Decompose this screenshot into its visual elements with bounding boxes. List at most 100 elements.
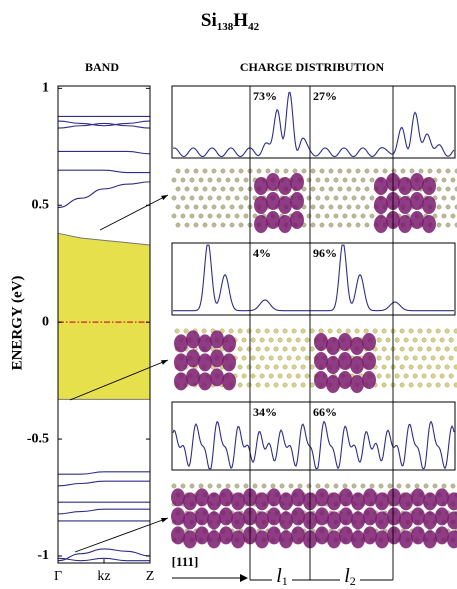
atom — [310, 168, 316, 174]
atom — [441, 483, 447, 489]
atom — [336, 328, 342, 334]
atom — [445, 186, 451, 192]
charge-blob — [219, 507, 233, 526]
atom — [264, 328, 270, 334]
segment-label: l2 — [344, 565, 356, 588]
atom — [234, 177, 240, 183]
atom — [229, 168, 235, 174]
atom — [412, 337, 418, 343]
atom — [441, 177, 447, 183]
title-sub: 138 — [217, 21, 234, 33]
atom — [202, 186, 208, 192]
atom — [237, 364, 243, 370]
band-title: BAND — [85, 60, 119, 74]
percent-label: 66% — [313, 405, 337, 419]
atom — [243, 195, 249, 201]
x-tick-label: kz — [97, 569, 110, 584]
percent-label: 96% — [313, 246, 337, 260]
charge-blob — [198, 372, 212, 391]
charge-blob — [195, 526, 209, 545]
atom — [417, 364, 423, 370]
atom — [315, 213, 321, 219]
atom — [180, 483, 186, 489]
atom — [351, 483, 357, 489]
title-part: H — [233, 10, 248, 31]
atom — [277, 337, 283, 343]
atom — [324, 177, 330, 183]
charge-blob — [435, 507, 449, 526]
charge-blob — [410, 192, 424, 210]
atom — [282, 364, 288, 370]
charge-blob — [374, 215, 388, 233]
charge-blob — [422, 196, 436, 214]
atom — [396, 483, 402, 489]
charge-blob — [398, 177, 412, 195]
charge-blob — [279, 492, 293, 511]
atom — [264, 346, 270, 352]
atom — [175, 186, 181, 192]
atom — [198, 177, 204, 183]
charge-blob — [338, 352, 352, 370]
atom — [193, 186, 199, 192]
atom — [220, 204, 226, 210]
atom — [378, 483, 384, 489]
charge-blob — [314, 333, 328, 351]
charge-blob — [362, 371, 376, 389]
charge-blob — [410, 173, 424, 191]
charge-blob — [174, 334, 188, 353]
charge-blob — [423, 530, 437, 549]
atom — [324, 483, 330, 489]
atom — [286, 373, 292, 379]
atom — [376, 355, 382, 361]
atom — [291, 346, 297, 352]
y-axis-label: ENERGY (eV) — [9, 276, 25, 371]
atom — [291, 364, 297, 370]
atom — [279, 483, 285, 489]
percent-label: 73% — [253, 89, 277, 103]
atom — [417, 382, 423, 388]
atom — [238, 168, 244, 174]
segment-symbol: l — [276, 565, 282, 587]
atom — [453, 328, 457, 334]
charge-blob — [423, 492, 437, 511]
atom — [171, 195, 177, 201]
atom — [259, 355, 265, 361]
atom — [250, 337, 256, 343]
atom — [385, 355, 391, 361]
atom — [184, 168, 190, 174]
atom — [202, 222, 208, 228]
atom — [286, 355, 292, 361]
atom — [387, 483, 393, 489]
atom — [444, 328, 450, 334]
atom — [448, 373, 454, 379]
atom — [453, 382, 457, 388]
band-line — [57, 548, 151, 562]
title-part: Si — [201, 10, 217, 31]
atom — [418, 168, 424, 174]
atom — [448, 337, 454, 343]
atom — [259, 373, 265, 379]
charge-blob — [279, 511, 293, 530]
atom — [184, 204, 190, 210]
atom — [421, 355, 427, 361]
atom — [198, 483, 204, 489]
atom — [304, 337, 310, 343]
atom — [265, 168, 271, 174]
atom — [453, 346, 457, 352]
atom — [426, 364, 432, 370]
atom — [369, 213, 375, 219]
segment-label: l1 — [276, 565, 288, 588]
charge-blob — [266, 211, 280, 229]
atom — [337, 168, 343, 174]
charge-blob — [254, 177, 268, 195]
atom — [355, 186, 361, 192]
atom — [346, 222, 352, 228]
atom — [273, 382, 279, 388]
atom — [333, 195, 339, 201]
charge-blob — [291, 488, 305, 507]
charge-blob — [183, 511, 197, 530]
atom — [364, 168, 370, 174]
charge-blob — [198, 334, 212, 353]
atom — [309, 364, 315, 370]
atom — [225, 177, 231, 183]
